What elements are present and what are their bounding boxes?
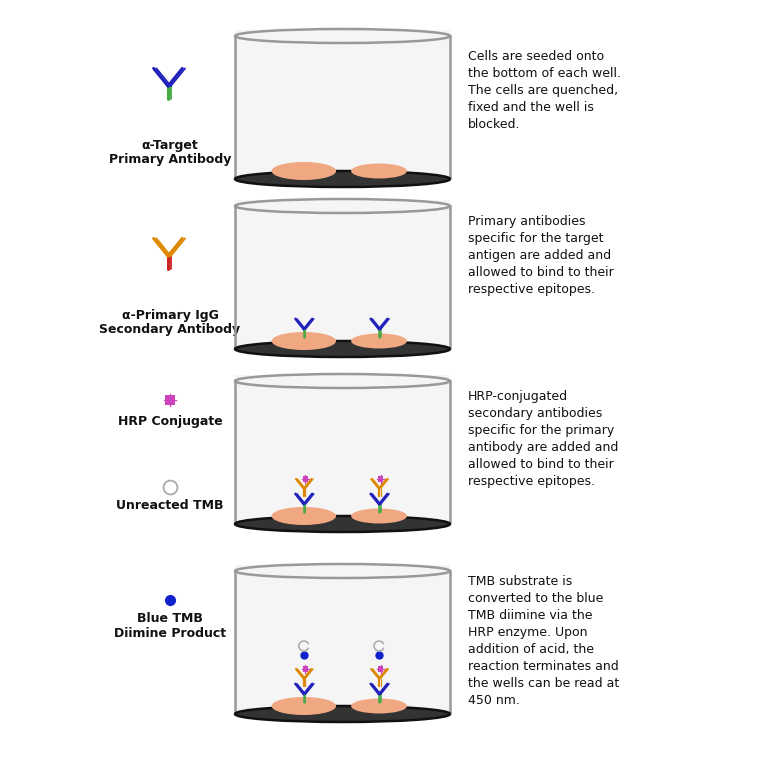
Polygon shape [303,476,308,482]
Polygon shape [235,200,450,347]
Ellipse shape [235,199,450,213]
Ellipse shape [235,341,450,357]
Polygon shape [236,171,449,179]
Ellipse shape [271,507,336,525]
Ellipse shape [235,29,450,43]
Polygon shape [236,516,449,524]
Ellipse shape [351,509,407,523]
Text: Unreacted TMB: Unreacted TMB [116,499,224,512]
Ellipse shape [351,163,407,179]
Ellipse shape [351,698,407,714]
Text: Blue TMB
Diimine Product: Blue TMB Diimine Product [114,612,226,640]
Ellipse shape [235,706,450,722]
Ellipse shape [271,697,336,715]
Text: α-Target
Primary Antibody: α-Target Primary Antibody [108,138,231,167]
Text: Cells are seeded onto
the bottom of each well.
The cells are quenched,
fixed and: Cells are seeded onto the bottom of each… [468,50,621,131]
Polygon shape [377,476,384,482]
Ellipse shape [235,374,450,388]
Ellipse shape [351,334,407,348]
Ellipse shape [235,516,450,532]
Ellipse shape [271,162,336,180]
Polygon shape [236,341,449,349]
Polygon shape [235,30,450,177]
Polygon shape [303,666,308,672]
Polygon shape [236,706,449,714]
Polygon shape [235,375,450,522]
Text: HRP Conjugate: HRP Conjugate [118,415,222,428]
Ellipse shape [235,171,450,187]
Text: HRP-conjugated
secondary antibodies
specific for the primary
antibody are added : HRP-conjugated secondary antibodies spec… [468,390,618,488]
Polygon shape [377,666,384,672]
Text: Primary antibodies
specific for the target
antigen are added and
allowed to bind: Primary antibodies specific for the targ… [468,215,613,296]
Polygon shape [235,565,450,712]
Text: TMB substrate is
converted to the blue
TMB diimine via the
HRP enzyme. Upon
addi: TMB substrate is converted to the blue T… [468,575,620,707]
Text: α-Primary IgG
Secondary Antibody: α-Primary IgG Secondary Antibody [99,309,241,336]
Ellipse shape [235,564,450,578]
Polygon shape [165,395,175,405]
Ellipse shape [271,332,336,350]
